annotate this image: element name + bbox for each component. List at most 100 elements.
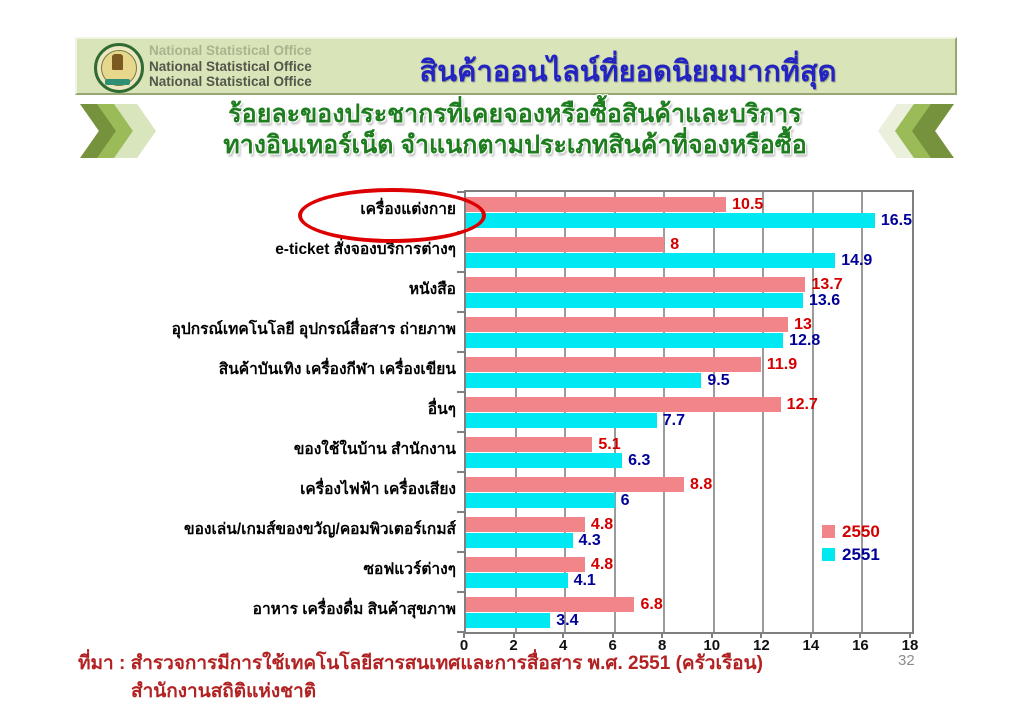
gridline [564, 192, 567, 632]
y-axis-tick [457, 271, 464, 273]
y-axis-tick [457, 471, 464, 473]
y-axis-tick [457, 191, 464, 193]
category-label: เครื่องไฟฟ้า เครื่องเสียง [300, 481, 456, 498]
org-name-lines: National Statistical Office National Sta… [149, 43, 312, 90]
value-label: 4.8 [590, 516, 614, 533]
x-axis-label: 14 [802, 637, 820, 654]
category-label: e-ticket สั่งจองบริการต่างๆ [275, 241, 456, 258]
value-label: 13 [794, 316, 812, 333]
x-axis-tick [710, 633, 713, 638]
gridline [663, 192, 666, 632]
source-note-line-2: สำนักงานสถิติแห่งชาติ [131, 681, 317, 702]
legend-label-2550: 2550 [842, 521, 880, 541]
gridline [861, 192, 864, 632]
highlight-ellipse-annotation [298, 188, 486, 243]
value-label: 13.6 [808, 292, 841, 309]
y-axis-tick [457, 431, 464, 433]
y-axis-tick [457, 591, 464, 593]
bar-2550 [466, 557, 585, 572]
plot-area: 10.5 16.5 8 14.9 13.7 13.6 13 12.8 11.9 9.5 12.7 7.… [457, 190, 914, 634]
x-axis-label: 16 [852, 637, 869, 654]
nso-seal-emblem [112, 54, 123, 70]
x-axis-tick [512, 633, 515, 638]
value-label: 8 [670, 236, 680, 253]
page-title: สินค้าออนไลน์ที่ยอดนิยมมากที่สุด [419, 56, 837, 88]
value-label: 4.3 [578, 532, 601, 549]
category-label: สินค้าบันเทิง เครื่องกีฬา เครื่องเขียน [218, 361, 456, 378]
bar-2550 [466, 597, 635, 612]
x-axis-label: 0 [459, 637, 469, 654]
value-label: 12.7 [786, 396, 818, 413]
bar-2551 [466, 413, 657, 428]
chart-subtitle: ร้อยละของประชากรที่เคยจองหรือซื้อสินค้าแ… [150, 99, 880, 161]
gridline [613, 192, 616, 632]
legend-item-2550: 2550 [822, 520, 880, 543]
bar-2551 [466, 293, 803, 308]
source-note-line-1: ที่มา : สำรวจการมีการใช้เทคโนโลยีสารสนเท… [78, 653, 763, 674]
subtitle-line-2: ทางอินเทอร์เน็ต จำแนกตามประเภทสินค้าที่จ… [223, 131, 807, 159]
legend-swatch-2550 [822, 525, 835, 538]
category-label: ซอฟแวร์ต่างๆ [363, 561, 457, 578]
bar-2551 [466, 453, 623, 468]
value-label: 16.5 [880, 212, 912, 229]
bar-2551 [466, 253, 836, 268]
value-label: 8.8 [690, 476, 713, 493]
chevrons-left-arrow-icon [878, 104, 956, 158]
bar-2551 [466, 333, 784, 348]
value-label: 4.1 [573, 572, 596, 589]
bar-2550 [466, 397, 781, 412]
value-label: 5.1 [598, 436, 621, 453]
value-label: 13.7 [811, 276, 843, 293]
gridline [712, 192, 715, 632]
value-label: 11.9 [766, 356, 798, 373]
chevrons-right-arrow-icon [80, 104, 158, 158]
subtitle-line-1: ร้อยละของประชากรที่เคยจองหรือซื้อสินค้าแ… [228, 100, 802, 128]
value-label: 9.5 [707, 372, 730, 389]
nso-seal-icon [94, 43, 144, 93]
value-label: 14.9 [841, 252, 873, 269]
bar-2550 [466, 357, 761, 372]
x-axis-tick [611, 633, 614, 638]
bar-2551 [466, 613, 551, 628]
value-label: 6.3 [628, 452, 651, 469]
x-axis-label: 8 [658, 637, 667, 654]
bar-2550 [466, 277, 806, 292]
bar-2551 [466, 213, 875, 228]
org-name-line: National Statistical Office [149, 74, 312, 89]
legend-label-2551: 2551 [842, 544, 880, 564]
x-axis-label: 2 [509, 637, 518, 654]
y-axis-tick [457, 311, 464, 313]
y-axis-tick [457, 551, 464, 553]
bar-2551 [466, 493, 615, 508]
bar-2550 [466, 437, 593, 452]
value-label: 4.8 [590, 556, 614, 573]
x-axis-label: 4 [558, 637, 568, 654]
value-label: 3.4 [556, 612, 579, 629]
y-axis-tick [457, 511, 464, 513]
y-axis-tick [457, 391, 464, 393]
bar-2550 [466, 317, 789, 332]
gridline [811, 192, 814, 632]
x-axis-tick [760, 633, 763, 638]
y-axis-tick [457, 351, 464, 353]
bar-2550 [466, 197, 727, 212]
x-axis-labels: 0 2 4 6 8 10 12 14 16 18 [460, 633, 918, 657]
x-axis-label: 18 [901, 637, 919, 654]
value-label: 6.8 [640, 596, 663, 613]
bar-2551 [466, 373, 702, 388]
chart-legend: 2550 2551 [822, 520, 880, 566]
legend-item-2551: 2551 [822, 543, 880, 566]
bar-2551 [466, 573, 568, 588]
org-name-line: National Statistical Office [149, 58, 312, 74]
value-label: 7.7 [662, 412, 686, 429]
x-axis-label: 6 [608, 637, 617, 654]
gridline [762, 192, 765, 632]
category-label: ของเล่น/เกมส์ของขวัญ/คอมพิวเตอร์เกมส์ [184, 521, 456, 538]
header-band: National Statistical Office National Sta… [75, 37, 957, 95]
value-label: 6 [620, 492, 630, 509]
org-name-line: National Statistical Office [149, 43, 312, 58]
bar-2551 [466, 533, 573, 548]
x-axis-tick [859, 633, 862, 638]
legend-swatch-2551 [822, 548, 835, 561]
